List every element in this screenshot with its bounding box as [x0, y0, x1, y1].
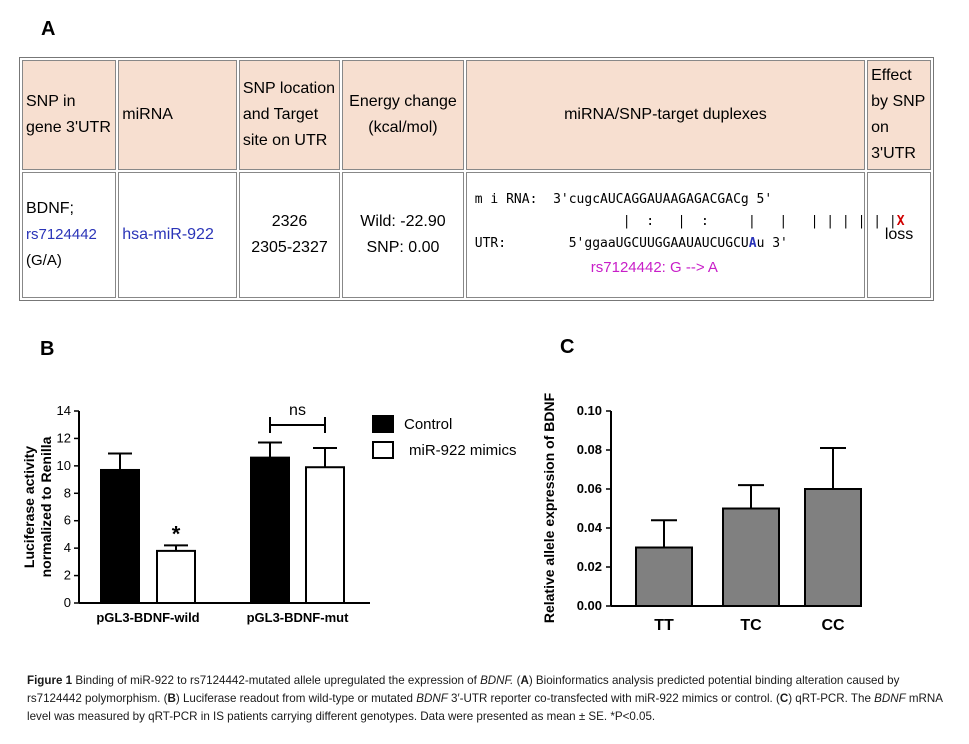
cell-effect: loss — [867, 172, 931, 298]
y-axis-label-line: normalized to Renilla — [38, 436, 54, 577]
snp-alleles: (G/A) — [26, 252, 62, 269]
snp-location: 2326 — [271, 213, 308, 230]
panel-label-c: C — [560, 336, 575, 358]
legend-label: Control — [404, 416, 452, 433]
cell-location: 2326 2305-2327 — [238, 172, 341, 298]
caption-text: mRNA level was measured by qRT-PCR in IS… — [27, 692, 943, 723]
utr-seq-post: u 3' — [756, 236, 788, 251]
bar-control-0 — [100, 468, 140, 604]
snp-note: rs7124442: G --> A — [590, 259, 718, 276]
y-tick-label: 4 — [64, 540, 71, 555]
cell-mirna: hsa-miR-922 — [118, 172, 237, 298]
y-tick-label: 0.04 — [577, 520, 603, 535]
energy-snp: SNP: 0.00 — [366, 239, 440, 256]
caption-gene: BDNF. — [480, 674, 514, 687]
legend-swatch — [372, 415, 394, 433]
cell-snp: BDNF; rs7124442 (G/A) — [22, 172, 117, 298]
utr-line: UTR: 5'ggaaUGCUUGGAAUAUCUGCUAu 3' — [475, 233, 861, 255]
caption-gene: BDNF — [416, 692, 448, 705]
cell-energy: Wild: -22.90 SNP: 0.00 — [342, 172, 464, 298]
y-tick-label: 10 — [57, 458, 71, 473]
mismatch-x: X — [896, 214, 905, 229]
y-tick-label: 8 — [64, 485, 71, 500]
y-tick-label: 6 — [64, 513, 71, 528]
caption-text: 3′-UTR reporter co-transfected with miR-… — [447, 692, 780, 705]
header-energy: Energy change (kcal/mol) — [342, 60, 464, 170]
y-axis-label: Relative allele expression of BDNF — [541, 392, 557, 623]
header-location: SNP location and Target site on UTR — [238, 60, 341, 170]
gene-name: BDNF; — [26, 200, 74, 217]
snp-id: rs7124442 — [26, 226, 97, 243]
x-tick-label: pGL3-BDNF-mut — [247, 610, 349, 625]
panel-label-a: A — [41, 18, 56, 40]
y-axis-label: Luciferase activitynormalized to Renilla — [21, 436, 54, 577]
caption-figure-label: Figure 1 — [27, 674, 73, 687]
y-tick-label: 0.06 — [577, 481, 602, 496]
panel-label-b: B — [40, 338, 55, 360]
target-site: 2305-2327 — [251, 239, 328, 256]
bar-tt — [635, 546, 693, 607]
bar-mir-922-mimics-0 — [156, 549, 196, 604]
mirna-line: m i RNA: 3'cugcAUCAGGAUAAGAGACGACg 5' — [475, 189, 861, 211]
x-tick-label: pGL3-BDNF-wild — [96, 610, 199, 625]
y-tick-label: 14 — [57, 403, 71, 418]
utr-snp-base: A — [748, 236, 757, 251]
caption-text: ) Bioinformatics analysis predicted pote… — [27, 674, 900, 705]
y-tick-label: 0.00 — [577, 598, 602, 613]
bar-cc — [804, 488, 862, 607]
utr-label: UTR: — [474, 236, 507, 251]
cell-duplex: m i RNA: 3'cugcAUCAGGAUAAGAGACGACg 5' | … — [465, 172, 905, 298]
table-header-row: SNP in gene 3'UTR miRNA SNP location and… — [22, 60, 931, 170]
significance-star: * — [172, 521, 181, 546]
header-effect: Effect by SNP on 3'UTR — [867, 60, 931, 170]
luciferase-chart: 0 2 4 6 8 10 12 14 Luciferase activitynormalized… — [21, 402, 517, 625]
y-tick-label: 0 — [64, 595, 71, 610]
x-tick-label: CC — [821, 617, 845, 634]
bar-control-1 — [250, 456, 290, 604]
caption-text: ( — [513, 674, 521, 687]
caption-panel-ref: A — [520, 674, 529, 687]
x-tick-label: TT — [654, 617, 674, 634]
legend-label: miR-922 mimics — [409, 442, 517, 459]
y-tick-label: 12 — [57, 430, 71, 445]
mirna-label: m i RNA: — [474, 192, 538, 207]
figure-caption: Figure 1 Binding of miR-922 to rs7124442… — [27, 672, 947, 726]
bar-mir-922-mimics-1 — [305, 466, 345, 604]
snp-duplex-table: SNP in gene 3'UTR miRNA SNP location and… — [19, 57, 934, 301]
header-snp: SNP in gene 3'UTR — [22, 60, 117, 170]
energy-wild: Wild: -22.90 — [360, 213, 446, 230]
y-tick-label: 0.08 — [577, 442, 602, 457]
y-axis-label-line: Luciferase activity — [21, 446, 37, 568]
y-tick-label: 0.10 — [577, 403, 602, 418]
header-duplex: miRNA/SNP-target duplexes — [465, 60, 866, 170]
caption-text: Binding of miR-922 to rs7124442-mutated … — [72, 674, 481, 687]
legend-swatch — [372, 441, 394, 459]
mirna-sequence: 3'cugcAUCAGGAUAAGAGACGACg 5' — [553, 192, 773, 207]
caption-text: ) qRT-PCR. The — [788, 692, 875, 705]
caption-text: ) Luciferase readout from wild-type or m… — [175, 692, 417, 705]
allele-expression-chart: 0.00 0.02 0.04 0.06 0.08 0.10 Relative allele … — [541, 392, 862, 634]
caption-gene: BDNF — [874, 692, 906, 705]
y-tick-label: 2 — [64, 568, 71, 583]
table-row: BDNF; rs7124442 (G/A) hsa-miR-922 2326 2… — [22, 172, 931, 298]
pairing-line: | : | : | | | | | | | |X — [475, 211, 905, 233]
y-tick-label: 0.02 — [577, 559, 602, 574]
utr-seq-pre: 5'ggaaUGCUUGGAAUAUCUGCU — [568, 236, 749, 251]
bar-tc — [722, 507, 780, 607]
pairing-marks: | : | : | | | | | | | | — [622, 214, 897, 229]
x-tick-label: TC — [740, 617, 762, 634]
ns-label: ns — [289, 402, 306, 419]
caption-panel-ref: C — [779, 692, 789, 705]
caption-panel-ref: B — [167, 692, 176, 705]
header-mirna: miRNA — [118, 60, 237, 170]
